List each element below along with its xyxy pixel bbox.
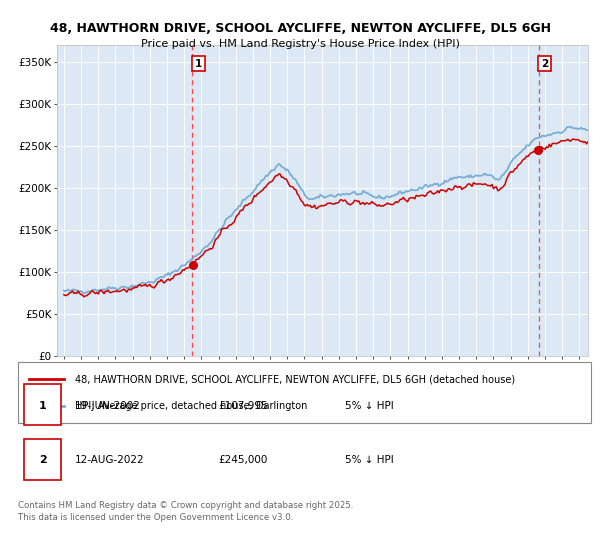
FancyBboxPatch shape	[24, 384, 61, 426]
Text: £245,000: £245,000	[218, 455, 268, 465]
Text: 1: 1	[194, 59, 202, 69]
Text: 5% ↓ HPI: 5% ↓ HPI	[344, 401, 394, 411]
Text: Price paid vs. HM Land Registry's House Price Index (HPI): Price paid vs. HM Land Registry's House …	[140, 39, 460, 49]
FancyBboxPatch shape	[24, 438, 61, 480]
Text: HPI: Average price, detached house, Darlington: HPI: Average price, detached house, Darl…	[76, 401, 308, 411]
Text: £107,995: £107,995	[218, 401, 268, 411]
Text: Contains HM Land Registry data © Crown copyright and database right 2025.
This d: Contains HM Land Registry data © Crown c…	[18, 501, 353, 522]
FancyBboxPatch shape	[18, 362, 591, 423]
Text: 48, HAWTHORN DRIVE, SCHOOL AYCLIFFE, NEWTON AYCLIFFE, DL5 6GH: 48, HAWTHORN DRIVE, SCHOOL AYCLIFFE, NEW…	[49, 22, 551, 35]
Text: 19-JUN-2002: 19-JUN-2002	[76, 401, 141, 411]
Text: 48, HAWTHORN DRIVE, SCHOOL AYCLIFFE, NEWTON AYCLIFFE, DL5 6GH (detached house): 48, HAWTHORN DRIVE, SCHOOL AYCLIFFE, NEW…	[76, 374, 515, 384]
Text: 5% ↓ HPI: 5% ↓ HPI	[344, 455, 394, 465]
Text: 2: 2	[541, 59, 548, 69]
Text: 1: 1	[39, 401, 47, 411]
Text: 12-AUG-2022: 12-AUG-2022	[76, 455, 145, 465]
Text: 2: 2	[39, 455, 47, 465]
